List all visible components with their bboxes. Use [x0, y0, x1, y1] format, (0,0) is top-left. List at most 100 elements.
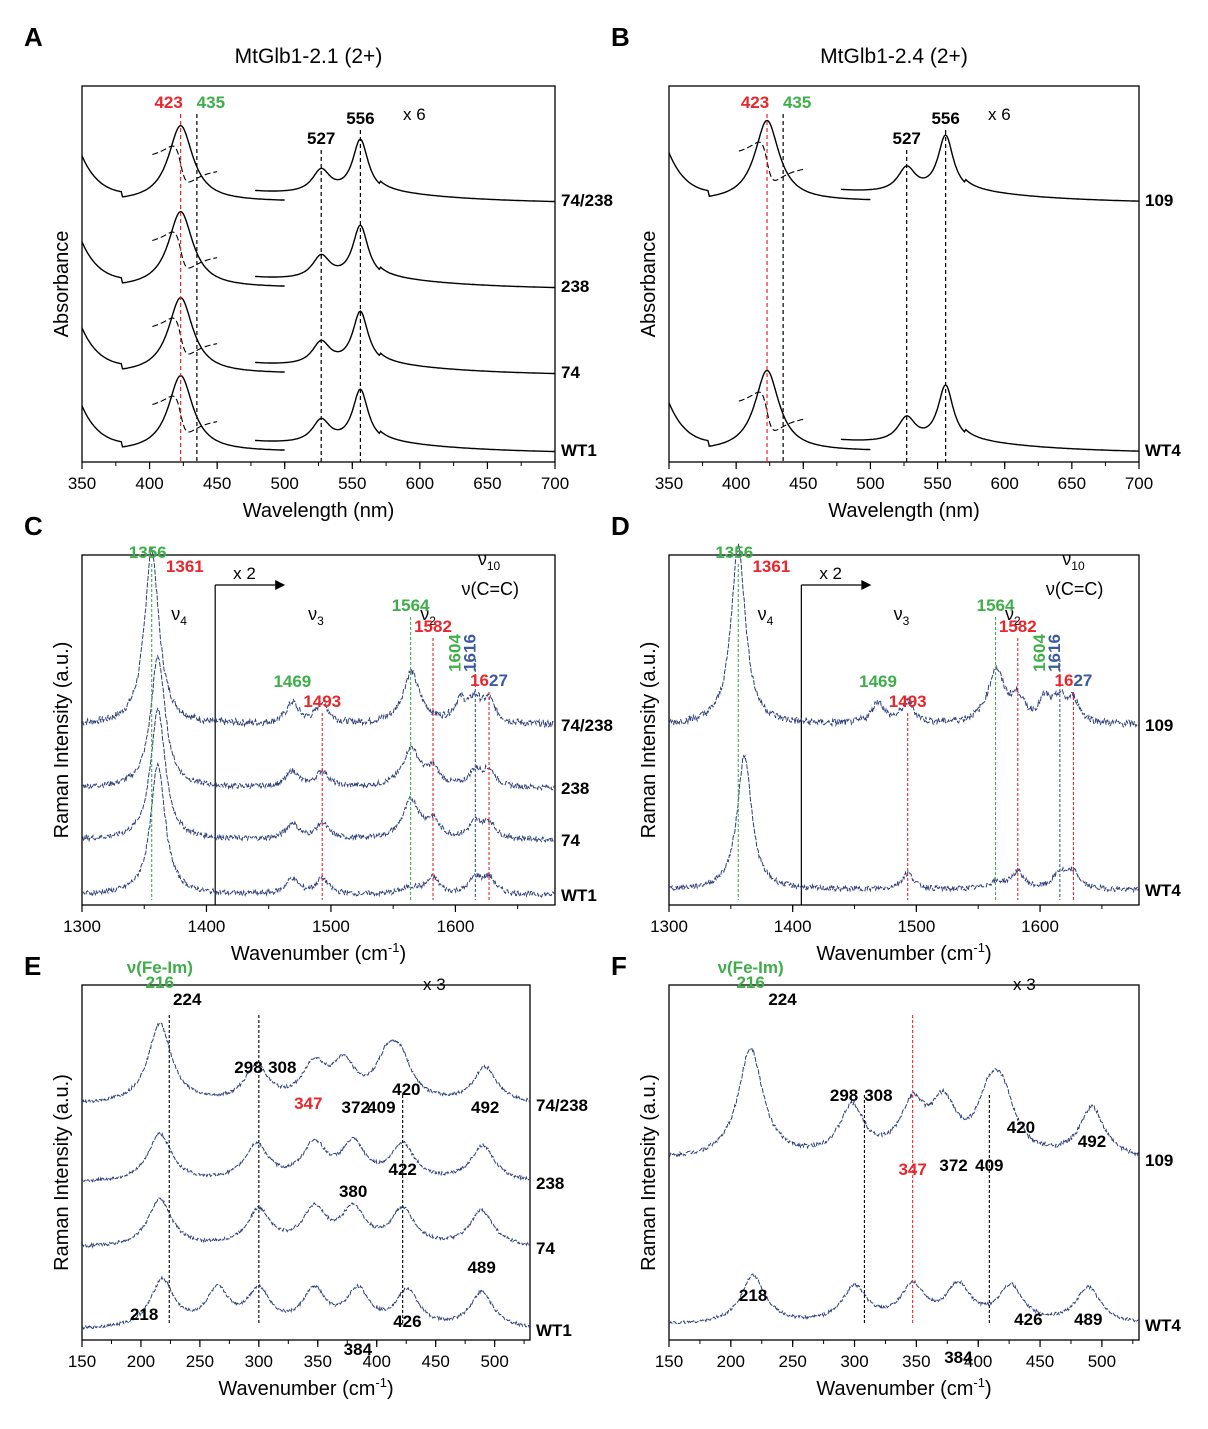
- peak-label-423: 423: [154, 93, 182, 112]
- x-tick-label: 400: [363, 1352, 391, 1371]
- trace-WT4-soret-derivative: [738, 391, 804, 431]
- trace-label-238: 238: [561, 277, 589, 296]
- trace-74/238-spectrum: [81, 1021, 531, 1104]
- trace-WT4-spectrum: [668, 1273, 1140, 1325]
- x-tick-label: 1500: [897, 917, 935, 936]
- plot-frame: [668, 554, 1140, 906]
- panel-letter-D: D: [611, 511, 630, 541]
- x-axis-label: Wavelength (nm): [828, 500, 980, 522]
- y-axis-label: Absorbance: [51, 231, 73, 338]
- y-axis-label: Raman Intensity (a.u.): [638, 642, 660, 839]
- panel-D: D 1300 1400 1500 1600 Wavenumber (cm-1) Raman …: [611, 511, 1181, 965]
- trace-109-spectrum: [668, 543, 1139, 728]
- x-tick-label: 650: [473, 474, 501, 493]
- trace-label-WT1: WT1: [536, 1321, 572, 1340]
- trace-label-238: 238: [536, 1174, 564, 1193]
- peak-label-218: 218: [130, 1305, 158, 1324]
- x-axis-label: Wavenumber (cm-1): [218, 1375, 393, 1400]
- trace-74-q-bands: [254, 310, 555, 375]
- y-axis-label: Raman Intensity (a.u.): [638, 1074, 660, 1271]
- peak-label-308: 308: [268, 1058, 296, 1077]
- peak-label-420: 420: [1007, 1118, 1035, 1137]
- trace-label-74/238: 74/238: [561, 191, 613, 210]
- x-tick-label: 250: [778, 1352, 806, 1371]
- trace-WT4-spectrum: [668, 754, 1139, 894]
- trace-WT1-spectrum: [81, 1275, 530, 1330]
- peak-label-435: 435: [783, 93, 811, 112]
- trace-label-WT1: WT1: [561, 441, 597, 460]
- x-tick-label: 1600: [1021, 917, 1059, 936]
- mode-label-nu10: ν10: [478, 549, 501, 573]
- trace-109-soret-derivative: [738, 141, 804, 181]
- trace-label-109: 109: [1145, 191, 1173, 210]
- panel-letter-A: A: [24, 22, 43, 52]
- mode-label-nu3: ν3: [894, 604, 910, 628]
- x-tick-label: 350: [68, 474, 96, 493]
- trace-74-spectrum: [81, 707, 555, 843]
- x-tick-label: 450: [789, 474, 817, 493]
- peak-label-1582: 1582: [414, 617, 452, 636]
- x-tick-label: 150: [655, 1352, 683, 1371]
- x-tick-label: 450: [1026, 1352, 1054, 1371]
- x-tick-label: 650: [1058, 474, 1086, 493]
- x-tick-label: 500: [271, 474, 299, 493]
- x-tick-label: 450: [421, 1352, 449, 1371]
- trace-109-spectrum: [668, 1048, 1140, 1158]
- x-tick-label: 350: [655, 474, 683, 493]
- panel-title: MtGlb1-2.1 (2+): [235, 45, 383, 68]
- trace-74-soret-derivative: [152, 317, 218, 355]
- cc-mode-label: ν(C=C): [1046, 579, 1104, 599]
- multiplier-label: x 3: [1013, 975, 1036, 994]
- mode-label-nu2: ν2: [1005, 604, 1021, 628]
- x-tick-label: 1400: [774, 917, 812, 936]
- trace-label-238: 238: [561, 779, 589, 798]
- panel-E: E 150 200 250 300 350 400 450 500 Wavenumber (cm-…: [24, 951, 588, 1400]
- peak-label-422: 422: [388, 1160, 416, 1179]
- peak-label-1356: 1356: [129, 543, 167, 562]
- trace-109-soret: [668, 119, 871, 201]
- trace-238-soret: [81, 210, 285, 287]
- mode-label-nu4: ν4: [758, 604, 774, 628]
- peak-label-216: 216: [736, 973, 764, 992]
- peak-label-1493: 1493: [303, 692, 341, 711]
- multiplier-label: x 6: [988, 105, 1011, 124]
- trace-label-74: 74: [561, 363, 580, 382]
- peak-label-492: 492: [471, 1098, 499, 1117]
- trace-label-109: 109: [1145, 1151, 1173, 1170]
- peak-label-218: 218: [739, 1286, 767, 1305]
- trace-label-74: 74: [536, 1239, 555, 1258]
- peak-label-1469: 1469: [859, 672, 897, 691]
- multiplier-label: x 3: [423, 975, 446, 994]
- peak-label-409: 409: [367, 1098, 395, 1117]
- x-tick-label: 300: [245, 1352, 273, 1371]
- trace-WT1-spectrum: [81, 762, 555, 898]
- trace-74-spectrum: [81, 1197, 531, 1249]
- x-tick-label: 400: [722, 474, 750, 493]
- mode-label-nu2: ν2: [420, 604, 436, 628]
- peak-label-420: 420: [392, 1080, 420, 1099]
- x-axis-label: Wavenumber (cm-1): [816, 940, 991, 965]
- trace-74-soret: [81, 296, 285, 373]
- x-tick-label: 450: [203, 474, 231, 493]
- peak-label-1469: 1469: [273, 672, 311, 691]
- peak-label-1604: 1604: [445, 634, 464, 672]
- x-tick-label: 600: [406, 474, 434, 493]
- x-tick-label: 400: [964, 1352, 992, 1371]
- peak-label-1616: 1616: [1045, 634, 1064, 672]
- panel-F: F 150 200 250 300 350 400 450 500 Wavenumber (cm-…: [611, 951, 1181, 1400]
- panel-letter-C: C: [24, 511, 43, 541]
- x-tick-label: 500: [480, 1352, 508, 1371]
- trace-label-WT4: WT4: [1145, 881, 1181, 900]
- trace-109-q-bands: [840, 133, 1139, 202]
- arrow-head: [861, 580, 872, 590]
- peak-label-372: 372: [939, 1156, 967, 1175]
- y-axis-label: Raman Intensity (a.u.): [51, 1074, 73, 1271]
- peak-label-1564: 1564: [977, 596, 1015, 615]
- trace-WT1-soret-derivative: [152, 395, 218, 433]
- x-tick-label: 550: [338, 474, 366, 493]
- x-axis-label: Wavelength (nm): [243, 500, 395, 522]
- x-axis-label: Wavenumber (cm-1): [816, 1375, 991, 1400]
- trace-WT1-q-bands: [254, 388, 555, 453]
- x-tick-label: 400: [135, 474, 163, 493]
